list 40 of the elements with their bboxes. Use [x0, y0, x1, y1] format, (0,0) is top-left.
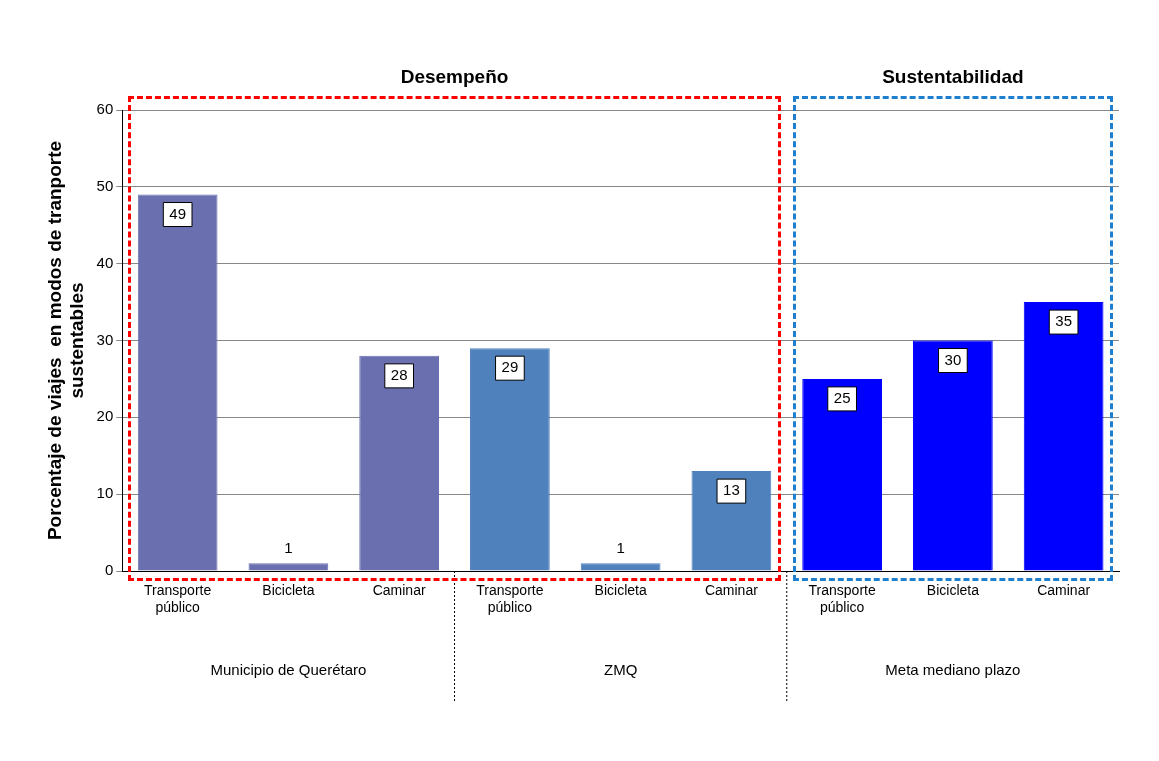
x-tick-label: Bicicleta — [594, 582, 647, 599]
data-label: 1 — [284, 539, 293, 557]
bar — [913, 340, 993, 571]
bar — [359, 355, 440, 571]
text: ZMQ — [603, 661, 638, 679]
x-tick-label: Caminar — [1037, 582, 1091, 599]
text: Meta mediano plazo — [885, 661, 1021, 679]
bar — [1023, 302, 1104, 571]
x-tick-label: Transporte público — [476, 582, 544, 616]
data-label: 35 — [1055, 312, 1072, 330]
x-tick-label: Bicicleta — [262, 582, 315, 599]
data-label: 25 — [833, 389, 851, 407]
y-tick-label: 20 — [96, 407, 114, 425]
data-label: 30 — [944, 350, 962, 368]
data-label: 29 — [501, 358, 519, 376]
bar — [802, 378, 882, 571]
y-axis-title: Porcentaje de viajes en modos de tranporte sustentables — [43, 140, 88, 541]
bar — [580, 563, 661, 571]
data-label: 13 — [723, 481, 740, 499]
y-tick-label: 30 — [96, 330, 114, 348]
x-tick-label: Bicicleta — [926, 582, 980, 599]
y-tick-label: 40 — [96, 253, 114, 271]
data-label: 1 — [616, 539, 625, 557]
x-tick-label: Caminar — [704, 582, 759, 599]
x-tick-label: Caminar — [372, 582, 426, 599]
y-tick-label: 0 — [104, 561, 114, 579]
bar — [248, 563, 329, 571]
x-tick-label: Transporte público — [144, 582, 212, 616]
text: Desempeño — [400, 66, 509, 88]
data-label: 28 — [390, 366, 408, 384]
text: Municipio de Querétaro — [210, 661, 367, 679]
data-label: 49 — [169, 204, 186, 222]
text: Sustentabilidad — [882, 66, 1024, 88]
bar — [470, 348, 550, 571]
x-tick-label: Transporte público — [808, 582, 876, 616]
y-tick-label: 60 — [96, 100, 114, 118]
bar — [137, 194, 218, 571]
y-tick-label: 10 — [96, 484, 114, 502]
y-tick-label: 50 — [96, 176, 114, 194]
bar — [691, 471, 772, 571]
